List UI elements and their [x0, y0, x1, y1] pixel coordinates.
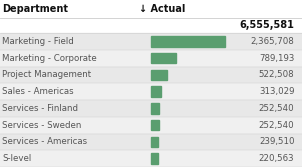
Bar [0, 66, 302, 83]
Bar [0, 83, 302, 100]
Text: S-level: S-level [2, 154, 32, 163]
Text: 6,555,581: 6,555,581 [239, 21, 294, 31]
Text: ↓ Actual: ↓ Actual [139, 4, 185, 14]
Bar [151, 36, 225, 47]
Text: Services - Americas: Services - Americas [2, 137, 88, 146]
Bar [151, 87, 161, 97]
Bar [151, 70, 167, 80]
Text: Services - Finland: Services - Finland [2, 104, 79, 113]
Text: 220,563: 220,563 [259, 154, 294, 163]
Text: 789,193: 789,193 [259, 54, 294, 63]
Text: 252,540: 252,540 [259, 104, 294, 113]
Bar [0, 0, 302, 18]
Text: 239,510: 239,510 [259, 137, 294, 146]
Text: 522,508: 522,508 [259, 70, 294, 79]
Text: 252,540: 252,540 [259, 121, 294, 130]
Bar [0, 133, 302, 150]
Text: 2,365,708: 2,365,708 [251, 37, 294, 46]
Bar [151, 120, 159, 130]
Text: 313,029: 313,029 [259, 87, 294, 96]
Bar [151, 153, 158, 164]
Text: Department: Department [2, 4, 69, 14]
Text: Marketing - Corporate: Marketing - Corporate [2, 54, 97, 63]
Bar [0, 150, 302, 167]
Bar [151, 103, 159, 114]
Bar [0, 100, 302, 117]
Bar [0, 33, 302, 50]
Text: Services - Sweden: Services - Sweden [2, 121, 82, 130]
Text: Sales - Americas: Sales - Americas [2, 87, 74, 96]
Text: Marketing - Field: Marketing - Field [2, 37, 74, 46]
Bar [151, 53, 176, 63]
Bar [151, 137, 159, 147]
Bar [0, 117, 302, 133]
Bar [0, 18, 302, 33]
Bar [0, 50, 302, 66]
Text: Project Management: Project Management [2, 70, 92, 79]
